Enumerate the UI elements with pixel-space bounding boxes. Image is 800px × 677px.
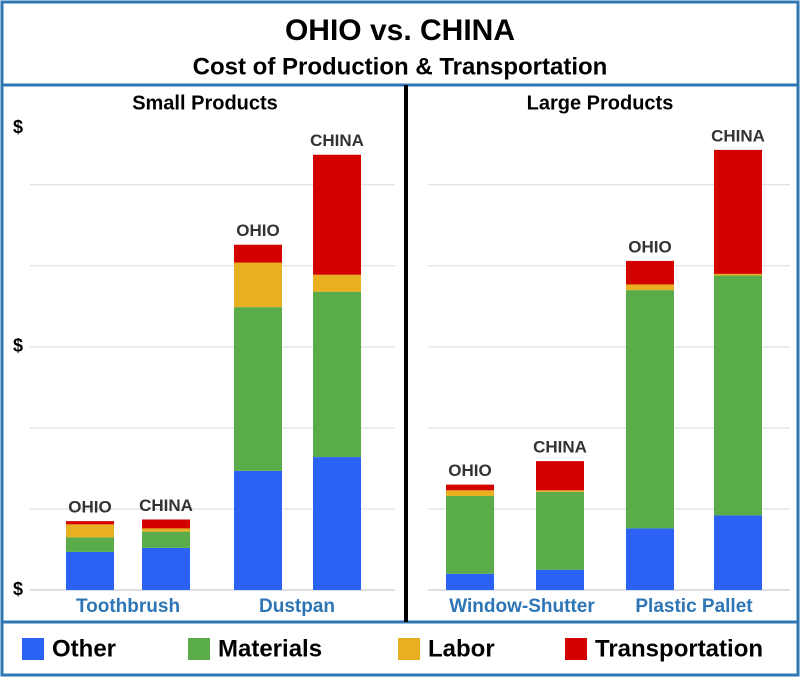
group-label: Toothbrush [76,596,180,617]
bar-segment [142,519,190,529]
bar-label: CHINA [139,496,193,515]
bar-segment: Other [446,573,494,590]
bar-segment: Labor [446,490,494,496]
group-label: Plastic Pallet [635,596,753,617]
panel-title: Small Products [132,92,278,114]
bar-segment: Transportation [536,461,584,491]
bar-segment [66,524,114,538]
bar-segment: Transportation [714,149,762,274]
bar-segment [66,551,114,590]
legend-swatch [22,638,44,660]
bar-segment [142,531,190,548]
subtitle: Cost of Production & Transportation [193,53,608,80]
bar-segment: Labor [626,284,674,291]
group-label: Window-Shutter [449,596,595,617]
legend-swatch [565,638,587,660]
bar-segment [234,244,282,263]
bar-segment: Other [626,528,674,590]
legend-swatch [398,638,420,660]
bar-segment [142,528,190,532]
bar-label: OHIO [236,221,279,240]
bar-segment: Labor [536,490,584,492]
bar-label: OHIO [448,461,491,480]
bar-segment [313,457,361,590]
bar-segment [313,154,361,275]
bar-segment: Other [714,515,762,590]
bar-segment [66,537,114,552]
bar-label: OHIO [628,237,671,256]
bar-segment [313,291,361,458]
legend-swatch [188,638,210,660]
y-tick-label: $ [13,336,23,356]
legend-label: Transportation [595,635,763,662]
bar-segment [234,307,282,471]
bar-segment: Materials [536,491,584,570]
legend-label: Other [52,635,116,662]
bar-segment [142,547,190,590]
bar-label: CHINA [533,438,587,457]
y-tick-label: $ [13,579,23,599]
bar-segment [234,470,282,590]
group-label: Dustpan [259,596,335,617]
bar-label: CHINA [310,131,364,150]
bar-segment: Transportation [446,484,494,491]
bar-label: OHIO [68,498,111,517]
bar-segment: Materials [714,275,762,516]
bar-segment [313,274,361,292]
bar-segment: Materials [626,290,674,529]
y-tick-label: $ [13,117,23,137]
bar-label: CHINA [711,126,765,145]
bar-segment: Transportation [626,260,674,285]
bar-segment [234,262,282,308]
legend-label: Materials [218,635,322,662]
bar-segment: Labor [714,273,762,276]
bar-segment: Other [536,569,584,590]
panel-title: Large Products [527,92,674,114]
title: OHIO vs. CHINA [285,14,515,47]
bar-segment: Materials [446,495,494,574]
legend-label: Labor [428,635,495,662]
bar-segment [66,521,114,525]
